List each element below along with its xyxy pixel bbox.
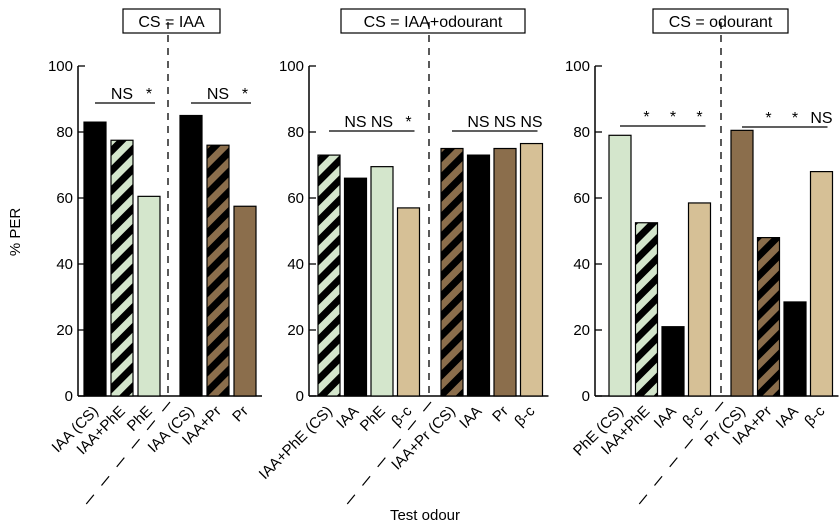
bar bbox=[396, 207, 421, 397]
significance-label: NS bbox=[207, 86, 229, 103]
panel-title-box bbox=[122, 8, 221, 34]
y-tick-label: 20 bbox=[287, 322, 304, 339]
bar bbox=[317, 154, 341, 397]
significance-label: NS bbox=[810, 110, 832, 127]
y-tick-label: 40 bbox=[56, 256, 73, 273]
category-label: IAA bbox=[773, 403, 802, 432]
bar bbox=[608, 134, 632, 397]
category-label: Pr bbox=[229, 403, 252, 426]
y-tick-label: 0 bbox=[582, 388, 590, 405]
category-label: β-c bbox=[679, 402, 706, 429]
bar bbox=[440, 147, 464, 397]
y-tick-label: 60 bbox=[287, 190, 304, 207]
category-label: IAA bbox=[333, 403, 362, 432]
significance-label: NS bbox=[371, 114, 393, 131]
panel-title: CS = IAA+odourant bbox=[364, 14, 503, 31]
category-label: β-c bbox=[801, 402, 828, 429]
significance-label: NS bbox=[494, 114, 516, 131]
bar bbox=[783, 301, 807, 397]
x-axis-label: Test odour bbox=[390, 507, 460, 524]
panel-2: CS = IAA+odourant 0 20 40 60 80 100 IAA+PhE (CS… bbox=[256, 8, 549, 509]
category-label: Pr bbox=[489, 403, 512, 426]
y-tick-label: 0 bbox=[296, 388, 304, 405]
bar bbox=[466, 154, 491, 397]
bar bbox=[179, 114, 203, 397]
significance-label: * bbox=[765, 110, 771, 127]
significance-label: NS bbox=[467, 114, 489, 131]
significance-label: NS bbox=[520, 114, 542, 131]
y-tick-label: 80 bbox=[573, 124, 590, 141]
y-tick-label: 20 bbox=[56, 322, 73, 339]
y-tick-label: 60 bbox=[573, 190, 590, 207]
significance-label: NS bbox=[344, 114, 366, 131]
bar bbox=[110, 139, 134, 397]
y-tick-label: 40 bbox=[573, 256, 590, 273]
category-label: IAA bbox=[456, 403, 485, 432]
category-label: β-c bbox=[511, 402, 538, 429]
y-tick-label: 80 bbox=[287, 124, 304, 141]
significance-label: * bbox=[643, 109, 649, 126]
bar bbox=[519, 142, 544, 397]
bar bbox=[370, 166, 394, 397]
bar bbox=[756, 237, 781, 397]
significance-label: * bbox=[242, 86, 248, 103]
significance-label: * bbox=[146, 86, 152, 103]
category-label: IAA+PhE (CS) bbox=[256, 403, 336, 483]
bar bbox=[137, 195, 161, 397]
significance-label: NS bbox=[111, 86, 133, 103]
bar bbox=[206, 144, 230, 397]
y-tick-label: 20 bbox=[573, 322, 590, 339]
y-tick-label: 100 bbox=[565, 58, 590, 75]
y-tick-label: 80 bbox=[56, 124, 73, 141]
panel-title: CS = IAA bbox=[138, 14, 205, 31]
category-label: PhE bbox=[357, 403, 389, 435]
significance-label: * bbox=[696, 109, 702, 126]
bar bbox=[730, 129, 754, 397]
bar bbox=[343, 177, 368, 397]
category-label: IAA bbox=[651, 403, 680, 432]
bar bbox=[233, 205, 257, 397]
y-tick-label: 100 bbox=[48, 58, 73, 75]
bar bbox=[687, 202, 712, 397]
significance-label: * bbox=[405, 114, 411, 131]
y-tick-label: 40 bbox=[287, 256, 304, 273]
category-label: PhE bbox=[124, 403, 156, 435]
panel-title-box bbox=[340, 8, 526, 34]
bar bbox=[634, 222, 659, 397]
bar bbox=[83, 121, 107, 397]
significance-label: * bbox=[792, 110, 798, 127]
y-tick-label: 60 bbox=[56, 190, 73, 207]
significance-label: * bbox=[670, 109, 676, 126]
bar bbox=[809, 171, 834, 397]
y-tick-label: 0 bbox=[65, 388, 73, 405]
y-tick-label: 100 bbox=[279, 58, 304, 75]
bar bbox=[493, 147, 517, 397]
bar bbox=[661, 326, 685, 397]
y-axis-label: % PER bbox=[7, 208, 24, 257]
